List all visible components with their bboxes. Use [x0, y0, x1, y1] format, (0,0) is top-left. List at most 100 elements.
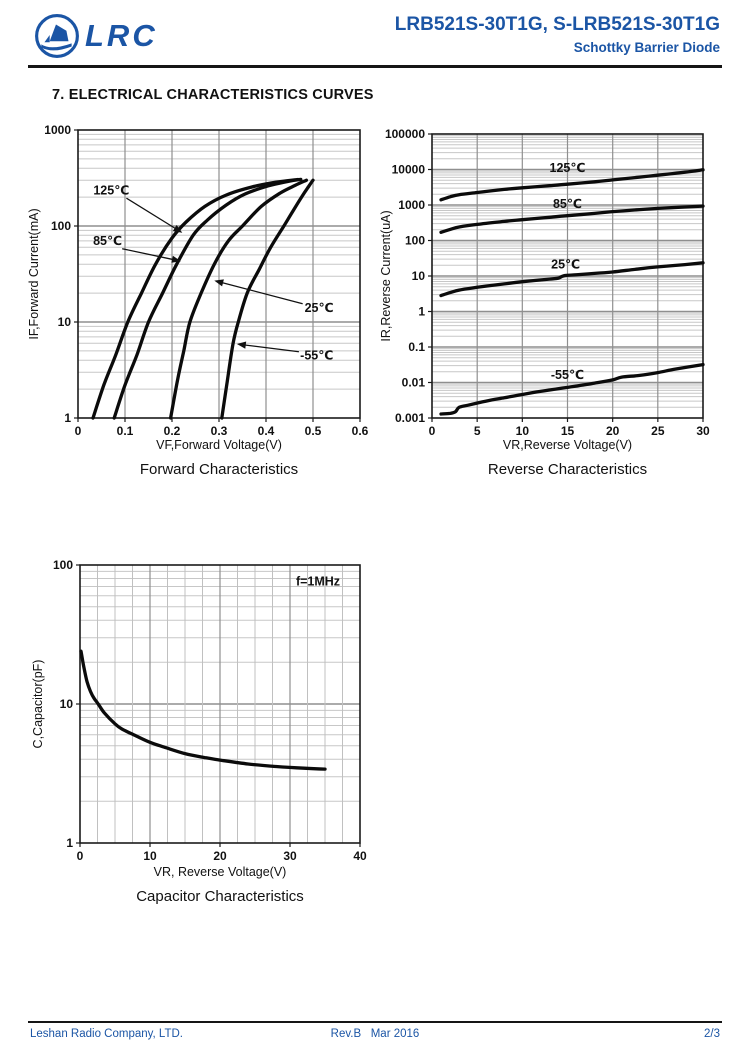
annotation-label: 85℃ — [553, 197, 582, 211]
x-tick-label: 0.5 — [305, 424, 322, 438]
y-tick-label: 10 — [60, 697, 74, 711]
annotation-label: 85℃ — [93, 234, 122, 248]
lrc-logo-icon — [35, 14, 79, 58]
device-subtitle: Schottky Barrier Diode — [573, 40, 720, 55]
annotation-label: 25℃ — [305, 301, 334, 315]
footer-divider — [28, 1021, 722, 1023]
x-tick-label: 0.2 — [164, 424, 181, 438]
x-tick-label: 25 — [651, 424, 665, 438]
y-tick-label: 1000 — [398, 198, 425, 212]
curve-capacitance — [79, 649, 327, 771]
y-tick-label: 10 — [58, 315, 72, 329]
annotation-arrow — [242, 344, 299, 353]
annotation: 125℃ — [93, 183, 183, 233]
y-tick-label: 10 — [412, 269, 426, 283]
x-tick-label: 0.4 — [258, 424, 275, 438]
y-tick-label: 100 — [53, 558, 73, 572]
x-tick-label: 20 — [213, 849, 227, 863]
annotation-arrowhead — [214, 279, 224, 287]
y-axis-label: IF,Forward Current(mA) — [27, 208, 41, 339]
grid — [80, 565, 360, 843]
x-tick-label: 0.1 — [117, 424, 134, 438]
annotation-label: f=1MHz — [296, 575, 340, 589]
curve-125C — [439, 168, 705, 202]
x-tick-label: 0.3 — [211, 424, 228, 438]
annotation-label: 25℃ — [551, 258, 580, 272]
chart-title: Reverse Characteristics — [488, 461, 647, 478]
x-tick-label: 0 — [75, 424, 82, 438]
curve-85C — [112, 177, 303, 420]
x-tick-label: 30 — [283, 849, 297, 863]
section-heading: 7. ELECTRICAL CHARACTERISTICS CURVES — [52, 87, 374, 103]
annotation-arrowhead — [172, 225, 183, 233]
axis-ticks: 0 5 10 15 20 25 30 100000 10000 1000 100 10 1 0.1 0.01… — [385, 127, 710, 438]
y-axis-label: C,Capacitor(pF) — [31, 660, 45, 749]
y-tick-label: 1 — [64, 411, 71, 425]
annotation: 25℃ — [214, 279, 334, 315]
y-tick-label: 0.01 — [402, 376, 426, 390]
y-axis-label: IR,Reverse Current(uA) — [379, 210, 393, 341]
annotation-label: -55℃ — [300, 348, 333, 362]
y-tick-label: 0.001 — [395, 411, 425, 425]
curve-125C — [91, 177, 300, 420]
annotation-arrow — [122, 248, 176, 261]
annotation-arrow — [126, 197, 178, 231]
annotation-label: 125℃ — [93, 183, 129, 197]
annotation: 85℃ — [93, 234, 181, 263]
footer-page-number: 2/3 — [704, 1028, 720, 1040]
x-axis-label: VF,Forward Voltage(V) — [156, 438, 282, 452]
x-axis-label: VR, Reverse Voltage(V) — [154, 865, 287, 879]
footer-company: Leshan Radio Company, LTD. — [30, 1028, 183, 1040]
y-tick-label: 1 — [66, 836, 73, 850]
grid — [432, 134, 703, 418]
forward-characteristics-chart: 0 0.1 0.2 0.3 0.4 0.5 0.6 1000 100 10 1 125℃ 85℃ 25℃ -… — [27, 123, 369, 478]
curve-minus55C — [220, 178, 315, 420]
axis-ticks: 0 10 20 30 40 100 10 1 — [53, 558, 367, 863]
capacitor-characteristics-chart: 0 10 20 30 40 100 10 1 f=1MHz VR, Reverse Voltage… — [31, 558, 367, 905]
y-tick-label: 100000 — [385, 127, 425, 141]
x-tick-label: 5 — [474, 424, 481, 438]
annotation-arrowhead — [236, 341, 247, 349]
annotation: -55℃ — [551, 368, 584, 382]
x-tick-label: 0 — [77, 849, 84, 863]
chart-title: Capacitor Characteristics — [136, 888, 304, 905]
y-tick-label: 100 — [51, 219, 71, 233]
curve-25C — [439, 261, 705, 298]
annotation: 85℃ — [553, 197, 582, 211]
annotation-arrowhead — [171, 255, 181, 263]
x-tick-label: 0 — [429, 424, 436, 438]
x-tick-label: 30 — [696, 424, 710, 438]
curve-85C — [439, 204, 705, 234]
header: LRB521S-30T1G, S-LRB521S-30T1G Schottky … — [395, 14, 720, 55]
x-tick-label: 20 — [606, 424, 620, 438]
lrc-logo-text: LRC — [85, 18, 158, 53]
annotation: -55℃ — [236, 341, 333, 362]
annotation-label: -55℃ — [551, 368, 584, 382]
y-tick-label: 10000 — [392, 163, 426, 177]
annotation: 25℃ — [551, 258, 580, 272]
footer-revision: Rev.B Mar 2016 — [330, 1028, 420, 1040]
chart-title: Forward Characteristics — [140, 461, 298, 478]
y-tick-label: 1 — [418, 305, 425, 319]
y-tick-label: 100 — [405, 234, 425, 248]
reverse-characteristics-chart: 0 5 10 15 20 25 30 100000 10000 1000 100 10 1 0.1 0.01… — [379, 127, 710, 478]
x-tick-label: 15 — [561, 424, 575, 438]
x-tick-label: 10 — [143, 849, 157, 863]
y-tick-label: 1000 — [44, 123, 71, 137]
curve-minus55C — [439, 362, 705, 416]
x-axis-label: VR,Reverse Voltage(V) — [503, 438, 632, 452]
x-tick-label: 40 — [353, 849, 367, 863]
y-tick-label: 0.1 — [408, 340, 425, 354]
header-divider — [28, 65, 722, 68]
part-number-title: LRB521S-30T1G, S-LRB521S-30T1G — [394, 14, 720, 35]
annotation-label: 125℃ — [550, 161, 586, 175]
annotation: 125℃ — [550, 161, 586, 175]
grid — [78, 130, 360, 418]
x-tick-label: 10 — [516, 424, 530, 438]
lrc-logo: LRC — [34, 13, 158, 59]
curve-25C — [168, 178, 309, 420]
annotation: f=1MHz — [296, 575, 340, 589]
x-tick-label: 0.6 — [352, 424, 369, 438]
annotation-arrow — [219, 281, 303, 305]
